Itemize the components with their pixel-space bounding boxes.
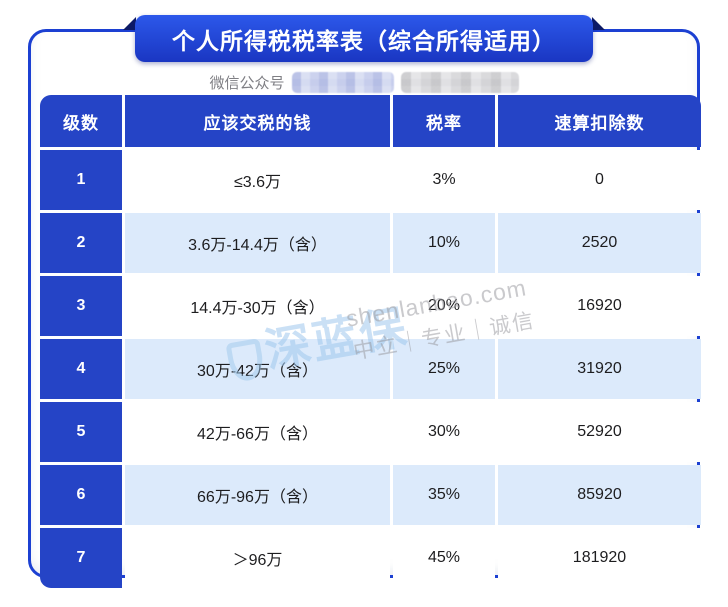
table-cell-level: 1 xyxy=(40,150,122,210)
column-header-level: 级数 xyxy=(40,95,122,147)
table-cell-level: 5 xyxy=(40,402,122,462)
page-title: 个人所得税税率表（综合所得适用） xyxy=(172,27,556,54)
wechat-account-line: 微信公众号 xyxy=(0,72,728,93)
redacted-account-id-mosaic xyxy=(400,72,519,93)
table-cell-rate: 35% xyxy=(393,465,495,525)
table-cell-deduction: 52920 xyxy=(498,402,701,462)
table-cell-deduction: 181920 xyxy=(498,528,701,588)
table-cell-bracket: 42万-66万（含） xyxy=(125,402,390,462)
title-ribbon: 个人所得税税率表（综合所得适用） xyxy=(135,15,593,62)
table-cell-deduction: 85920 xyxy=(498,465,701,525)
table-cell-rate: 3% xyxy=(393,150,495,210)
table-cell-bracket: ＞96万 xyxy=(125,528,390,588)
column-header-bracket: 应该交税的钱 xyxy=(125,95,390,147)
table-cell-bracket: 14.4万-30万（含） xyxy=(125,276,390,336)
table-cell-rate: 20% xyxy=(393,276,495,336)
redacted-account-name-mosaic xyxy=(291,72,394,93)
table-cell-rate: 30% xyxy=(393,402,495,462)
ribbon-fold-right-icon xyxy=(592,17,605,30)
table-cell-level: 7 xyxy=(40,528,122,588)
wechat-account-label: 微信公众号 xyxy=(209,75,285,92)
table-cell-rate: 25% xyxy=(393,339,495,399)
table-cell-deduction: 31920 xyxy=(498,339,701,399)
column-header-rate: 税率 xyxy=(393,95,495,147)
table-cell-level: 4 xyxy=(40,339,122,399)
tax-rate-table: 级数 应该交税的钱 税率 速算扣除数 1 ≤3.6万 3% 0 2 3.6万-1… xyxy=(40,95,701,588)
table-cell-rate: 10% xyxy=(393,213,495,273)
column-header-deduction: 速算扣除数 xyxy=(498,95,701,147)
table-cell-deduction: 16920 xyxy=(498,276,701,336)
table-cell-bracket: ≤3.6万 xyxy=(125,150,390,210)
table-cell-level: 2 xyxy=(40,213,122,273)
table-cell-bracket: 3.6万-14.4万（含） xyxy=(125,213,390,273)
table-cell-rate: 45% xyxy=(393,528,495,588)
table-cell-bracket: 30万-42万（含） xyxy=(125,339,390,399)
table-cell-deduction: 2520 xyxy=(498,213,701,273)
table-cell-level: 6 xyxy=(40,465,122,525)
table-cell-level: 3 xyxy=(40,276,122,336)
table-cell-bracket: 66万-96万（含） xyxy=(125,465,390,525)
table-cell-deduction: 0 xyxy=(498,150,701,210)
